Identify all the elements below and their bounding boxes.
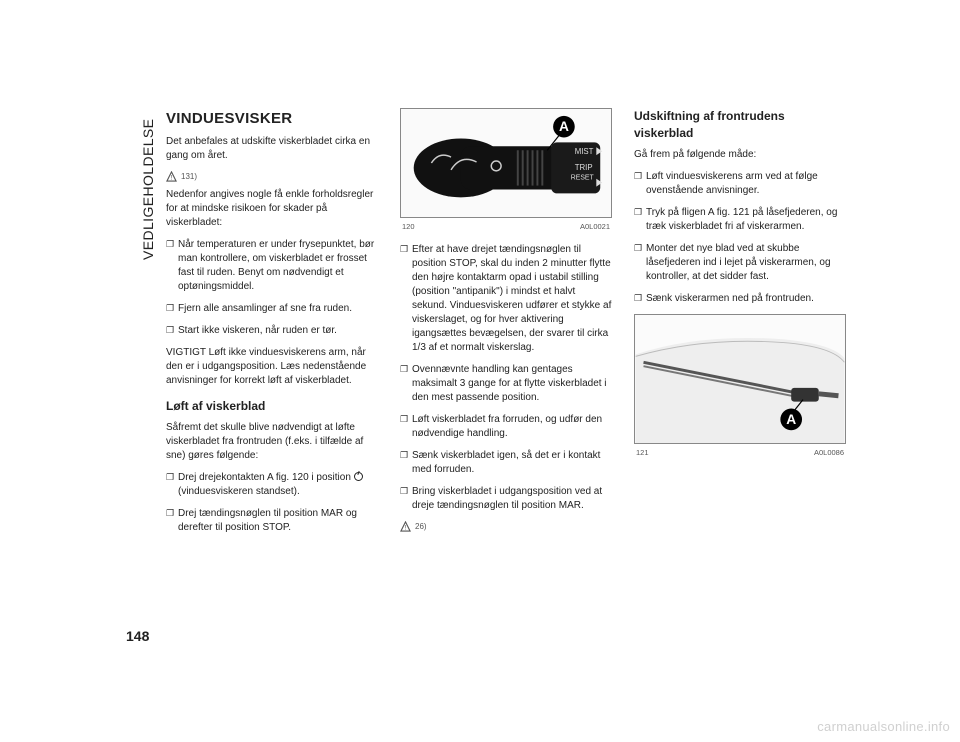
warning-ref-num: 26) [415, 521, 427, 532]
lift-intro: Såfremt det skulle blive nødvendigt at l… [166, 421, 378, 463]
column-3: Udskiftning af frontrudens viskerblad Gå… [634, 108, 846, 543]
page-number: 148 [126, 628, 149, 644]
precautions-list: Når temperaturen er under frysepunktet, … [166, 238, 378, 338]
heading-loft: Løft af viskerblad [166, 398, 378, 415]
figure-120-caption: 120 A0L0021 [400, 222, 612, 233]
warning-triangle-icon: ! [166, 171, 177, 182]
stalk-mist-label: MIST [575, 147, 594, 156]
warning-ref-131: ! 131) [166, 171, 378, 182]
figure-121: A [634, 314, 846, 444]
list-item: Monter det nye blad ved at skubbe låsefj… [634, 242, 846, 284]
warning-ref-num: 131) [181, 171, 197, 182]
warning-ref-26: ! 26) [400, 521, 612, 532]
content-columns: VINDUESVISKER Det anbefales at udskifte … [166, 108, 846, 543]
list-item: Ovennævnte handling kan gentages maksima… [400, 363, 612, 405]
important-note: VIGTIGT Løft ikke vinduesviskerens arm, … [166, 346, 378, 388]
figure-120: MIST TRIP RESET A [400, 108, 612, 218]
list-item: Drej tændingsnøglen til position MAR og … [166, 507, 378, 535]
lift-list: Drej drejekontakten A fig. 120 i positio… [166, 471, 378, 535]
list-item: Når temperaturen er under frysepunktet, … [166, 238, 378, 294]
section-label: VEDLIGEHOLDELSE [140, 119, 156, 260]
figure-num: 120 [402, 222, 415, 233]
col2-list: Efter at have drejet tændingsnøglen til … [400, 243, 612, 513]
list-item: Sænk viskerbladet igen, så det er i kont… [400, 449, 612, 477]
heading-vinduesvisker: VINDUESVISKER [166, 108, 378, 129]
svg-text:!: ! [171, 175, 173, 182]
col3-intro: Gå frem på følgende måde: [634, 148, 846, 162]
watermark: carmanualsonline.info [817, 719, 950, 734]
list-item: Sænk viskerarmen ned på frontruden. [634, 292, 846, 306]
stalk-reset-label: RESET [571, 175, 595, 182]
precautions-intro: Nedenfor angives nogle få enkle forholds… [166, 188, 378, 230]
list-item: Drej drejekontakten A fig. 120 i positio… [166, 471, 378, 499]
list-text-pre: Drej drejekontakten A fig. 120 i positio… [178, 472, 354, 483]
heading-udskiftning: Udskiftning af frontrudens viskerblad [634, 108, 846, 142]
svg-text:!: ! [405, 524, 407, 531]
figure-marker-a: A [786, 411, 796, 426]
column-1: VINDUESVISKER Det anbefales at udskifte … [166, 108, 378, 543]
figure-marker-a: A [559, 119, 569, 134]
list-item: Løft vinduesviskerens arm ved at følge o… [634, 170, 846, 198]
figure-code: A0L0086 [814, 448, 844, 459]
column-2: MIST TRIP RESET A 120 A0L0021 Efter at h… [400, 108, 612, 543]
list-item: Tryk på fligen A fig. 121 på låsefjedere… [634, 206, 846, 234]
list-item: Start ikke viskeren, når ruden er tør. [166, 324, 378, 338]
intro-text: Det anbefales at udskifte viskerbladet c… [166, 135, 378, 163]
warning-triangle-icon: ! [400, 521, 411, 532]
stalk-trip-label: TRIP [575, 163, 593, 172]
list-item: Efter at have drejet tændingsnøglen til … [400, 243, 612, 355]
wiper-off-icon [354, 472, 363, 481]
list-item: Løft viskerbladet fra forruden, og udfør… [400, 413, 612, 441]
figure-121-caption: 121 A0L0086 [634, 448, 846, 459]
list-text-post: (vinduesviskeren standset). [178, 486, 300, 497]
figure-code: A0L0021 [580, 222, 610, 233]
col3-list: Løft vinduesviskerens arm ved at følge o… [634, 170, 846, 306]
list-item: Fjern alle ansamlinger af sne fra ruden. [166, 302, 378, 316]
figure-num: 121 [636, 448, 649, 459]
list-item: Bring viskerbladet i udgangsposition ved… [400, 485, 612, 513]
